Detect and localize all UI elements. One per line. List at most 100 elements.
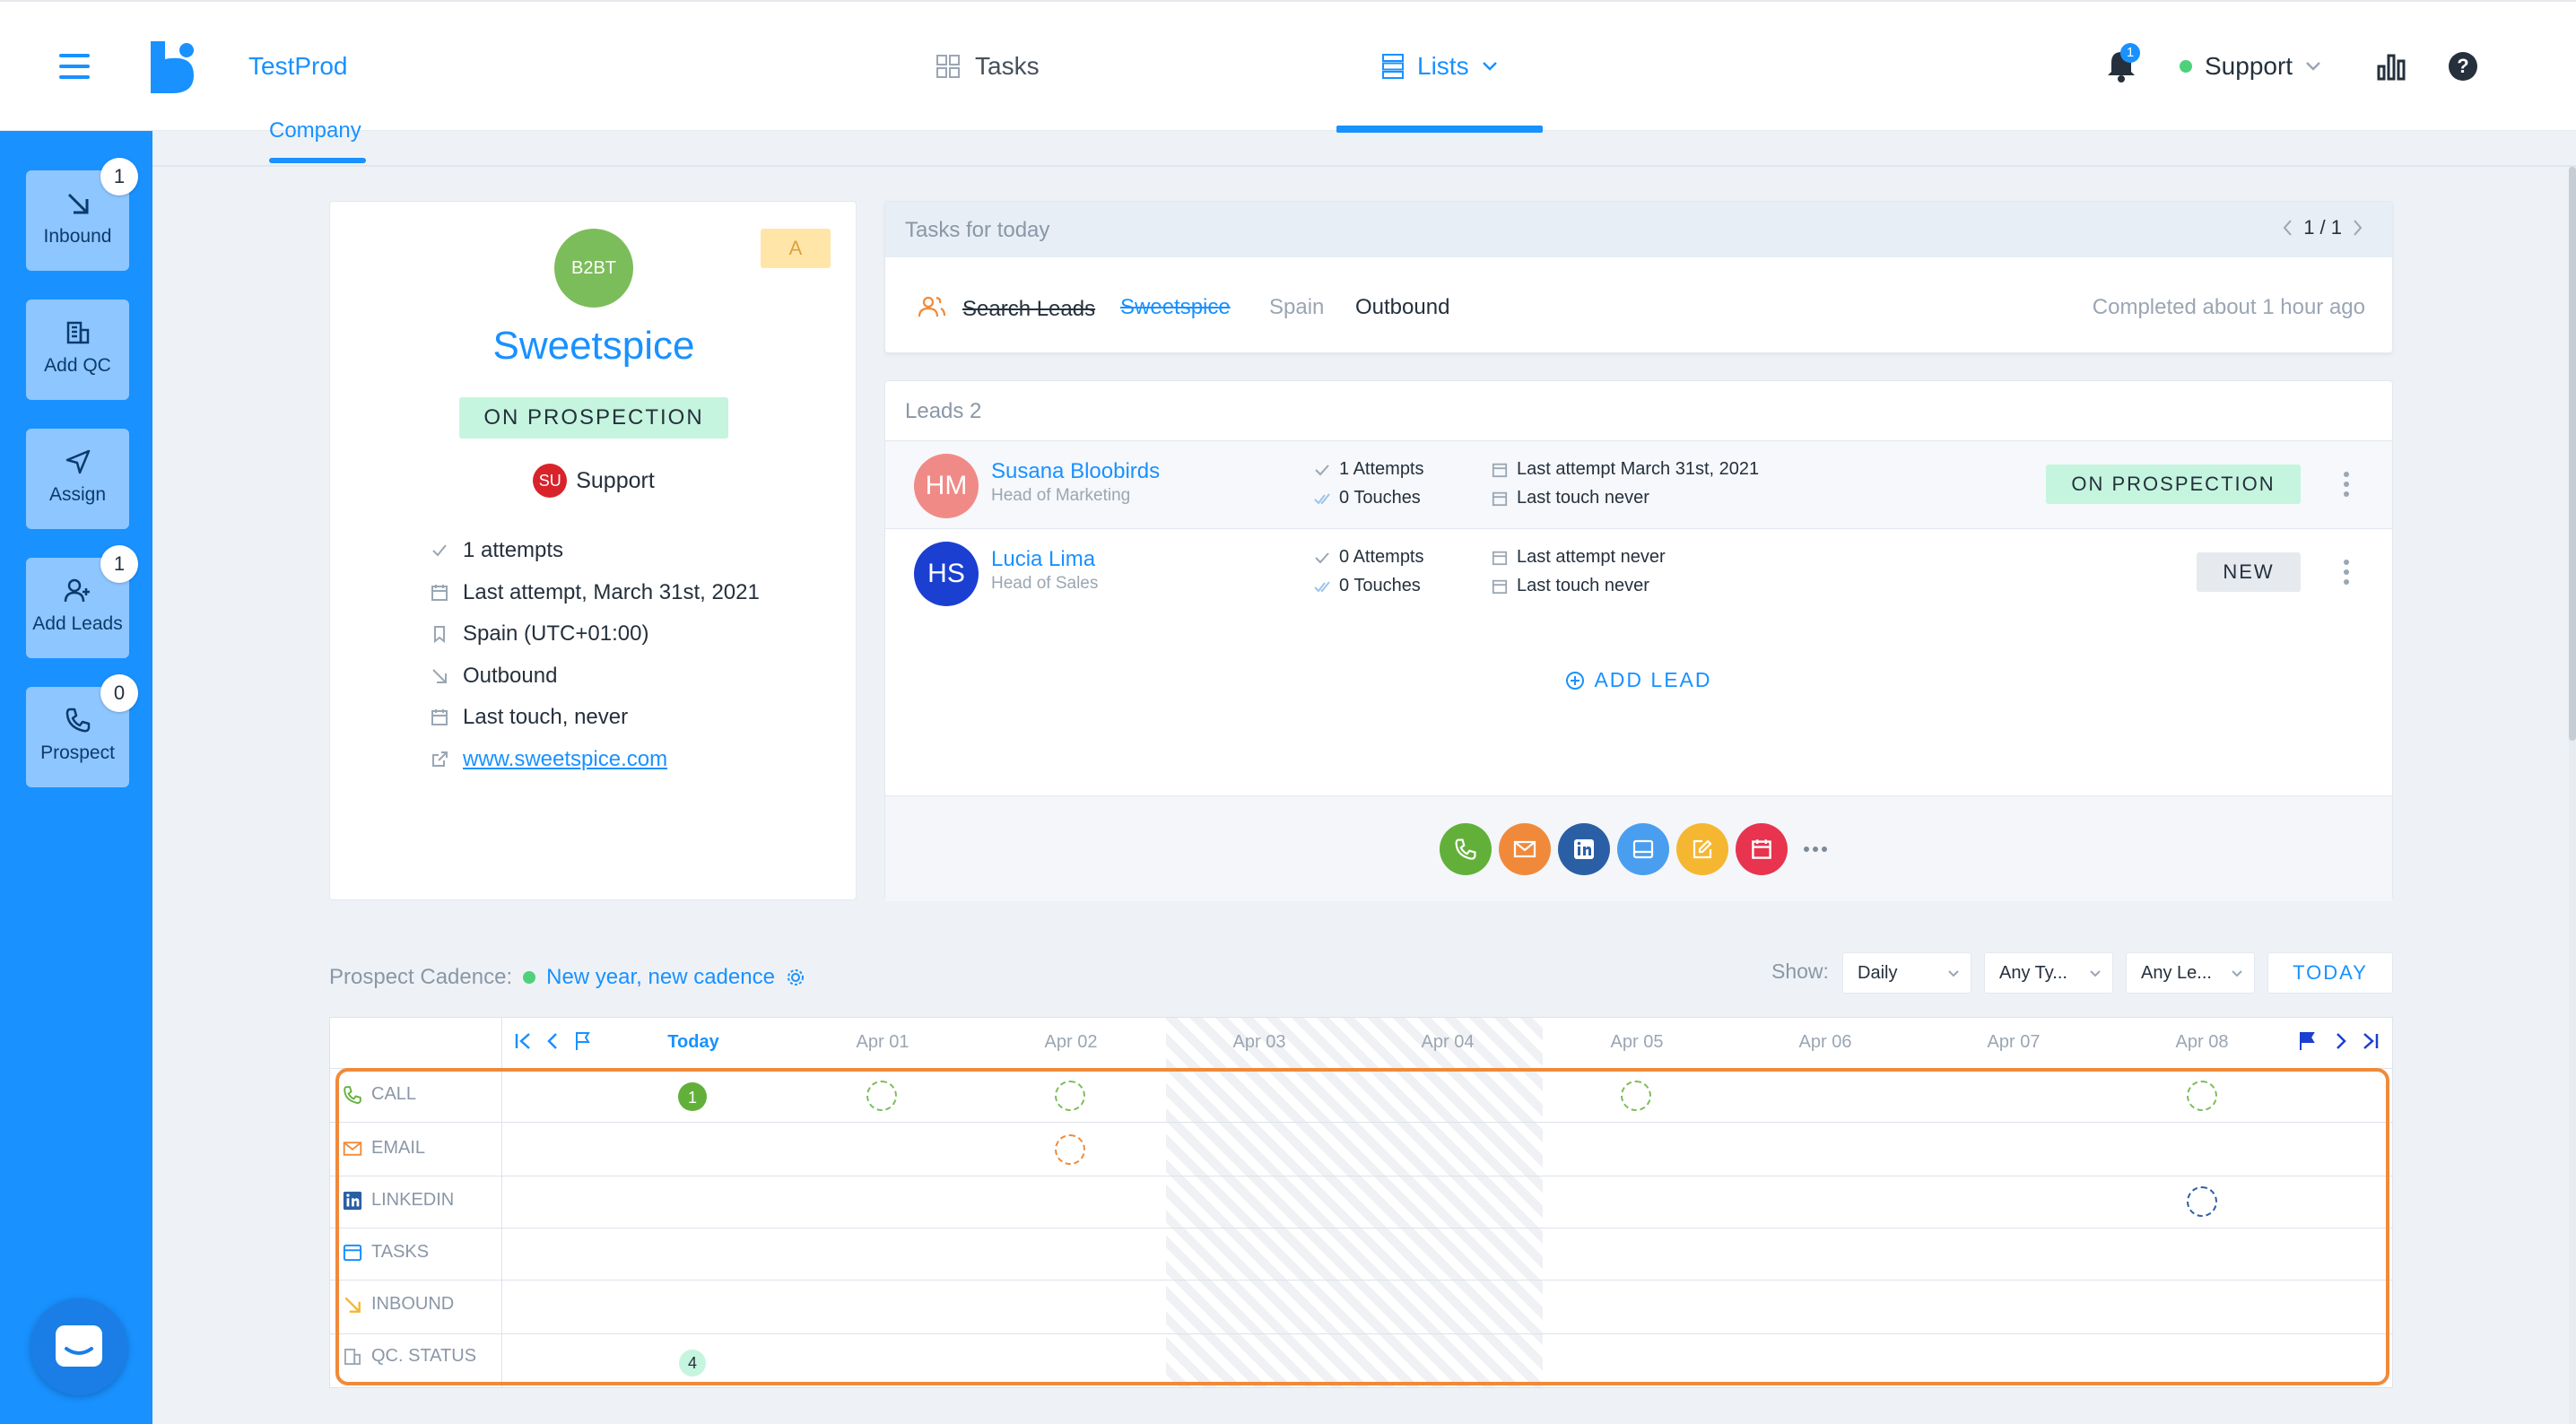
chevron-right-icon[interactable] — [2334, 1030, 2348, 1052]
task-action-button[interactable] — [1617, 823, 1669, 875]
lead-filter-select[interactable]: Any Le... — [2126, 952, 2255, 994]
row-divider — [330, 1280, 2392, 1281]
lead-status-badge[interactable]: NEW — [2197, 552, 2301, 592]
first-page-icon[interactable] — [513, 1030, 533, 1052]
company-website-link[interactable]: www.sweetspice.com — [463, 746, 668, 771]
nav-lists[interactable]: Lists — [1381, 52, 1498, 81]
type-filter-select[interactable]: Any Ty... — [1984, 952, 2113, 994]
menu-icon[interactable] — [59, 54, 90, 81]
view-mode-select[interactable]: Daily — [1842, 952, 1971, 994]
sidebar-assign-button[interactable]: Assign — [26, 429, 129, 529]
sidebar-prospect-button[interactable]: Prospect 0 — [26, 674, 138, 787]
company-avatar: B2BT — [554, 229, 633, 308]
row-label: EMAIL — [371, 1138, 426, 1158]
linkedin-action-button[interactable] — [1558, 823, 1610, 875]
row-label: LINKEDIN — [371, 1190, 455, 1210]
email-action-button[interactable] — [1499, 823, 1551, 875]
call-scheduled-marker[interactable] — [1621, 1081, 1651, 1111]
tasks-today-card: Tasks for today 1 / 1 Search Leads Sweet… — [884, 201, 2393, 353]
lead-row[interactable]: HS Lucia Lima Head of Sales 0 Attempts 0… — [885, 528, 2392, 616]
day-header: Apr 05 — [1610, 1032, 1664, 1052]
call-action-button[interactable] — [1440, 823, 1492, 875]
cadence-name-link[interactable]: New year, new cadence — [546, 965, 775, 989]
lead-name[interactable]: Susana Bloobirds — [991, 459, 1161, 483]
lead-attempts-label: 0 Attempts — [1339, 547, 1424, 567]
add-lead-label: ADD LEAD — [1594, 668, 1712, 691]
task-icon — [343, 1244, 362, 1261]
email-scheduled-marker[interactable] — [1055, 1134, 1085, 1165]
last-page-icon[interactable] — [2361, 1030, 2380, 1052]
add-lead-button[interactable]: ADD LEAD — [885, 668, 2392, 692]
sidebar-inbound-button[interactable]: Inbound 1 — [26, 158, 138, 271]
lead-last-touch: Last touch never — [1492, 576, 1649, 596]
call-completed-marker[interactable]: 1 — [678, 1082, 707, 1111]
user-menu[interactable]: Support — [2180, 52, 2321, 81]
note-action-button[interactable] — [1676, 823, 1728, 875]
bloobirds-logo[interactable] — [149, 41, 196, 93]
call-scheduled-marker[interactable] — [1055, 1081, 1085, 1111]
chat-button[interactable] — [30, 1298, 127, 1395]
list-icon — [1382, 54, 1404, 79]
double-check-icon — [1314, 492, 1330, 505]
row-label: INBOUND — [371, 1294, 455, 1314]
call-scheduled-marker[interactable] — [2187, 1081, 2217, 1111]
calendar-icon — [1492, 491, 1508, 506]
inbound-count-badge: 1 — [100, 158, 138, 195]
sidebar-add-leads-button[interactable]: Add Leads 1 — [26, 545, 138, 658]
chevron-left-icon[interactable] — [545, 1030, 560, 1052]
lead-avatar: HM — [914, 454, 979, 518]
chevron-left-icon[interactable] — [2282, 219, 2293, 237]
chevron-down-icon — [2232, 970, 2242, 977]
more-vertical-icon[interactable] — [2344, 560, 2351, 589]
task-icon — [1632, 839, 1654, 859]
today-button[interactable]: TODAY — [2267, 952, 2393, 994]
top-header: TestProd Tasks Lists 1 Support ? — [0, 0, 2576, 133]
day-header: Apr 01 — [856, 1032, 909, 1052]
day-header: Apr 07 — [1987, 1032, 2041, 1052]
meeting-action-button[interactable] — [1736, 823, 1788, 875]
lead-name[interactable]: Lucia Lima — [991, 547, 1096, 571]
flag-icon[interactable] — [574, 1030, 592, 1052]
lead-row[interactable]: HM Susana Bloobirds Head of Marketing 1 … — [885, 440, 2392, 528]
lead-avatar: HS — [914, 542, 979, 606]
lead-filter-value: Any Le... — [2141, 963, 2212, 983]
nav-tasks[interactable]: Tasks — [936, 52, 1040, 81]
call-scheduled-marker[interactable] — [866, 1081, 897, 1111]
day-header: Apr 06 — [1798, 1032, 1852, 1052]
lead-last-attempt-label: Last attempt March 31st, 2021 — [1517, 459, 1760, 479]
bar-chart-icon[interactable] — [2377, 54, 2406, 81]
task-company-link[interactable]: Sweetspice — [1120, 295, 1231, 319]
day-header: Apr 04 — [1421, 1032, 1475, 1052]
app-name[interactable]: TestProd — [248, 52, 348, 80]
lead-last-touch-label: Last touch never — [1517, 576, 1649, 595]
lead-role: Head of Sales — [991, 574, 1099, 593]
page-scrollbar[interactable] — [2569, 167, 2576, 1424]
company-status-badge[interactable]: ON PROSPECTION — [459, 397, 728, 438]
add-user-icon — [64, 578, 90, 603]
lead-status-badge[interactable]: ON PROSPECTION — [2046, 465, 2301, 504]
status-change-marker[interactable]: 4 — [679, 1350, 706, 1376]
cadence-highlight-frame — [335, 1068, 2389, 1385]
row-divider — [330, 1176, 2392, 1177]
more-vertical-icon[interactable] — [2344, 472, 2351, 501]
linkedin-scheduled-marker[interactable] — [2187, 1186, 2217, 1217]
flag-filled-icon[interactable] — [2298, 1030, 2316, 1052]
row-label: CALL — [371, 1084, 417, 1104]
tasks-today-header: Tasks for today 1 / 1 — [885, 202, 2392, 257]
company-name[interactable]: Sweetspice — [492, 324, 695, 368]
tab-company[interactable]: Company — [269, 118, 361, 143]
check-icon — [432, 544, 447, 557]
gear-icon[interactable] — [786, 968, 805, 987]
sidebar-add-qc-button[interactable]: Add QC — [26, 300, 129, 400]
chevron-right-icon[interactable] — [2353, 219, 2363, 237]
linkedin-icon — [1574, 839, 1594, 859]
user-name: Support — [2205, 52, 2293, 80]
company-owner[interactable]: SU Support — [330, 464, 857, 498]
chat-icon — [56, 1325, 102, 1367]
grid-icon — [936, 55, 960, 78]
help-icon[interactable]: ? — [2449, 52, 2477, 81]
calendar-icon — [431, 709, 448, 726]
cadence-row-tasks: TASKS — [343, 1242, 429, 1263]
more-horizontal-icon[interactable] — [1804, 847, 1827, 852]
task-row[interactable]: Search Leads Sweetspice Spain Outbound C… — [885, 257, 2392, 354]
